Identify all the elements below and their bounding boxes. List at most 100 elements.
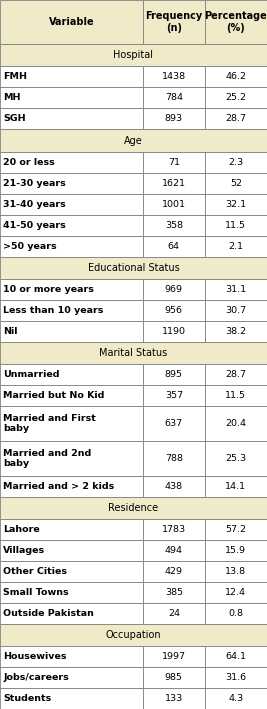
Bar xyxy=(143,540,205,561)
Text: Villages: Villages xyxy=(3,546,45,555)
Text: 637: 637 xyxy=(165,419,183,428)
Text: Educational Status: Educational Status xyxy=(88,262,179,273)
Bar xyxy=(143,364,205,385)
Bar xyxy=(143,279,205,300)
Text: 893: 893 xyxy=(165,114,183,123)
Bar xyxy=(143,0,205,44)
Bar xyxy=(205,667,267,688)
Bar xyxy=(205,519,267,540)
Text: 494: 494 xyxy=(165,546,183,555)
Bar xyxy=(205,385,267,406)
Text: Married and 2nd
baby: Married and 2nd baby xyxy=(3,449,92,468)
Bar xyxy=(143,172,205,194)
Bar xyxy=(0,476,143,497)
Bar xyxy=(205,561,267,582)
Text: Marital Status: Marital Status xyxy=(99,347,168,358)
Text: 25.3: 25.3 xyxy=(225,454,246,463)
Text: 788: 788 xyxy=(165,454,183,463)
Text: Jobs/careers: Jobs/careers xyxy=(3,673,69,682)
Bar xyxy=(143,320,205,342)
Text: 13.8: 13.8 xyxy=(225,567,246,576)
Text: Married and > 2 kids: Married and > 2 kids xyxy=(3,482,115,491)
Text: 28.7: 28.7 xyxy=(225,370,246,379)
Bar xyxy=(143,476,205,497)
Bar xyxy=(0,342,267,364)
Text: 46.2: 46.2 xyxy=(225,72,246,82)
Bar xyxy=(0,364,143,385)
Text: 1997: 1997 xyxy=(162,652,186,661)
Bar xyxy=(0,172,143,194)
Text: >50 years: >50 years xyxy=(3,242,57,250)
Bar xyxy=(205,215,267,235)
Text: 2.1: 2.1 xyxy=(228,242,244,250)
Text: 30.7: 30.7 xyxy=(225,306,246,315)
Text: Housewives: Housewives xyxy=(3,652,67,661)
Text: 24: 24 xyxy=(168,609,180,618)
Text: 429: 429 xyxy=(165,567,183,576)
Text: 20.4: 20.4 xyxy=(225,419,246,428)
Bar xyxy=(143,215,205,235)
Text: 358: 358 xyxy=(165,220,183,230)
Text: 41-50 years: 41-50 years xyxy=(3,220,66,230)
Text: 11.5: 11.5 xyxy=(225,220,246,230)
Text: 1001: 1001 xyxy=(162,199,186,208)
Text: Less than 10 years: Less than 10 years xyxy=(3,306,104,315)
Text: 32.1: 32.1 xyxy=(225,199,246,208)
Bar xyxy=(0,540,143,561)
Bar xyxy=(205,279,267,300)
Bar xyxy=(0,108,143,130)
Bar xyxy=(205,0,267,44)
Bar xyxy=(0,441,143,476)
Bar xyxy=(205,172,267,194)
Bar xyxy=(0,688,143,709)
Bar xyxy=(143,603,205,624)
Bar xyxy=(0,130,267,152)
Bar xyxy=(0,67,143,87)
Text: 38.2: 38.2 xyxy=(225,327,246,335)
Bar xyxy=(0,667,143,688)
Text: 385: 385 xyxy=(165,588,183,597)
Text: 784: 784 xyxy=(165,94,183,103)
Text: 895: 895 xyxy=(165,370,183,379)
Bar xyxy=(143,667,205,688)
Bar xyxy=(205,582,267,603)
Text: FMH: FMH xyxy=(3,72,27,82)
Bar xyxy=(143,406,205,441)
Text: 12.4: 12.4 xyxy=(225,588,246,597)
Text: 438: 438 xyxy=(165,482,183,491)
Text: Age: Age xyxy=(124,135,143,145)
Text: Other Cities: Other Cities xyxy=(3,567,67,576)
Bar xyxy=(143,67,205,87)
Bar xyxy=(205,87,267,108)
Text: Frequency
(n): Frequency (n) xyxy=(145,11,202,33)
Bar xyxy=(205,540,267,561)
Bar xyxy=(205,406,267,441)
Bar xyxy=(143,561,205,582)
Text: Variable: Variable xyxy=(49,17,94,27)
Bar xyxy=(205,300,267,320)
Bar xyxy=(0,194,143,215)
Text: 1438: 1438 xyxy=(162,72,186,82)
Bar xyxy=(143,152,205,172)
Bar xyxy=(143,688,205,709)
Text: Hospital: Hospital xyxy=(113,50,154,60)
Text: Students: Students xyxy=(3,694,52,703)
Text: 20 or less: 20 or less xyxy=(3,157,55,167)
Text: 0.8: 0.8 xyxy=(228,609,244,618)
Bar xyxy=(0,44,267,67)
Text: 31.1: 31.1 xyxy=(225,285,246,294)
Bar xyxy=(143,194,205,215)
Text: Lahore: Lahore xyxy=(3,525,40,534)
Bar xyxy=(0,152,143,172)
Bar xyxy=(0,0,143,44)
Text: Percentage
(%): Percentage (%) xyxy=(205,11,267,33)
Bar xyxy=(0,582,143,603)
Text: MH: MH xyxy=(3,94,21,103)
Bar xyxy=(0,279,143,300)
Text: 14.1: 14.1 xyxy=(225,482,246,491)
Text: 28.7: 28.7 xyxy=(225,114,246,123)
Text: 1190: 1190 xyxy=(162,327,186,335)
Text: 71: 71 xyxy=(168,157,180,167)
Text: 52: 52 xyxy=(230,179,242,188)
Text: 2.3: 2.3 xyxy=(228,157,244,167)
